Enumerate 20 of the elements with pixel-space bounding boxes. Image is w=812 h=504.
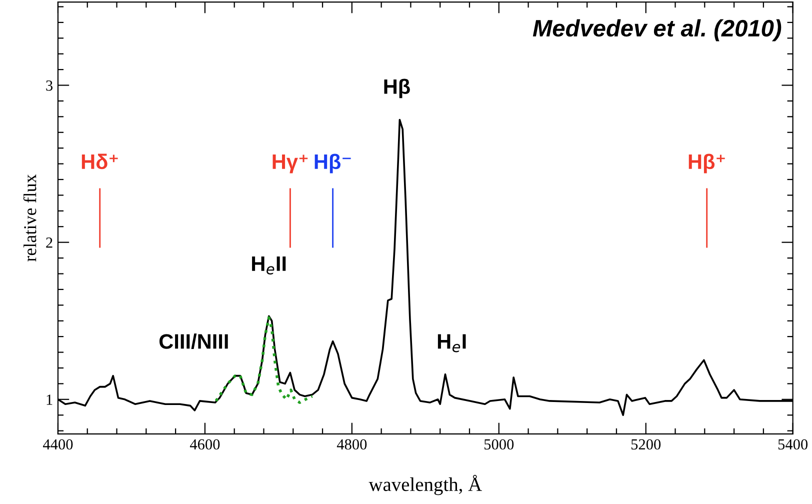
x-tick-label: 4800 [336,439,367,450]
x-tick-label: 5200 [631,439,661,450]
y-tick-label: 3 [46,80,53,91]
series-label: Hβ⁺ [688,154,725,174]
annotation: H$_{e}$I [438,334,466,352]
y-tick-label: 1 [46,394,52,405]
x-tick-label: 4600 [190,439,220,450]
x-tick-label: 4400 [42,439,73,450]
annotation: Hβ [384,78,410,98]
x-axis-title: wavelength, Å [368,474,482,496]
annotation: H$_{e}$II [252,256,286,274]
y-tick-label: 2 [46,238,52,248]
annotation: CIII/NIII [159,334,228,350]
annotation: Medvedev et al. (2010) [532,19,782,42]
x-tick-label: 5000 [484,439,514,450]
series-label: Hδ⁺ [82,154,118,170]
series-label: Hβ⁻ [314,154,351,174]
series-label: Hγ⁺ [272,154,308,174]
x-tick-label: 5400 [778,439,808,450]
y-axis-title: relative flux [23,174,36,262]
